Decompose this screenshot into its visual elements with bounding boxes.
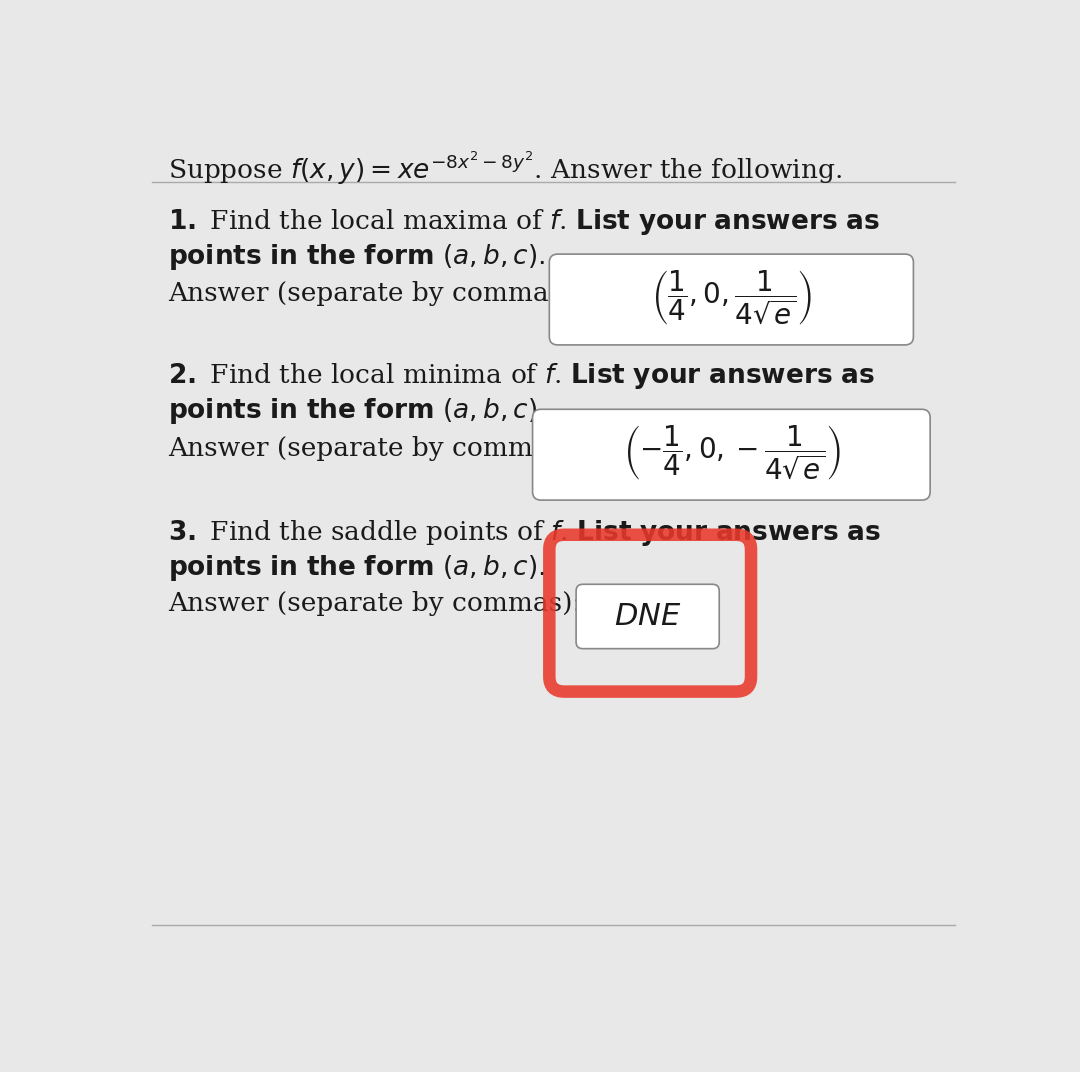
- Text: $\mathbf{2.}$ Find the local minima of $f$. $\mathbf{List\ your\ answers\ as}$: $\mathbf{2.}$ Find the local minima of $…: [168, 361, 875, 391]
- FancyBboxPatch shape: [532, 410, 930, 500]
- Text: $\mathbf{points\ in\ the\ form}$ $(a, b, c).$: $\mathbf{points\ in\ the\ form}$ $(a, b,…: [168, 396, 545, 426]
- Text: $\left(\dfrac{1}{4},0,\dfrac{1}{4\sqrt{e}}\right)$: $\left(\dfrac{1}{4},0,\dfrac{1}{4\sqrt{e…: [651, 268, 812, 327]
- Text: Answer (separate by commas):: Answer (separate by commas):: [168, 435, 582, 461]
- FancyBboxPatch shape: [576, 584, 719, 649]
- Text: Suppose $f(x, y) = xe^{-8x^2-8y^2}$. Answer the following.: Suppose $f(x, y) = xe^{-8x^2-8y^2}$. Ans…: [168, 149, 842, 187]
- Text: Answer (separate by commas):: Answer (separate by commas):: [168, 281, 582, 307]
- Text: $\mathbf{1.}$ Find the local maxima of $f$. $\mathbf{List\ your\ answers\ as}$: $\mathbf{1.}$ Find the local maxima of $…: [168, 207, 880, 237]
- Text: $\mathbf{points\ in\ the\ form}$ $(a, b, c).$: $\mathbf{points\ in\ the\ form}$ $(a, b,…: [168, 553, 545, 583]
- FancyBboxPatch shape: [550, 254, 914, 345]
- Text: $\mathbf{points\ in\ the\ form}$ $(a, b, c).$: $\mathbf{points\ in\ the\ form}$ $(a, b,…: [168, 241, 545, 271]
- Text: Answer (separate by commas):: Answer (separate by commas):: [168, 591, 582, 616]
- Text: $\left(-\dfrac{1}{4},0,-\dfrac{1}{4\sqrt{e}}\right)$: $\left(-\dfrac{1}{4},0,-\dfrac{1}{4\sqrt…: [622, 423, 841, 482]
- Text: $\mathbf{3.}$ Find the saddle points of $f$. $\mathbf{List\ your\ answers\ as}$: $\mathbf{3.}$ Find the saddle points of …: [168, 518, 881, 548]
- Text: $\mathit{DNE}$: $\mathit{DNE}$: [613, 601, 681, 632]
